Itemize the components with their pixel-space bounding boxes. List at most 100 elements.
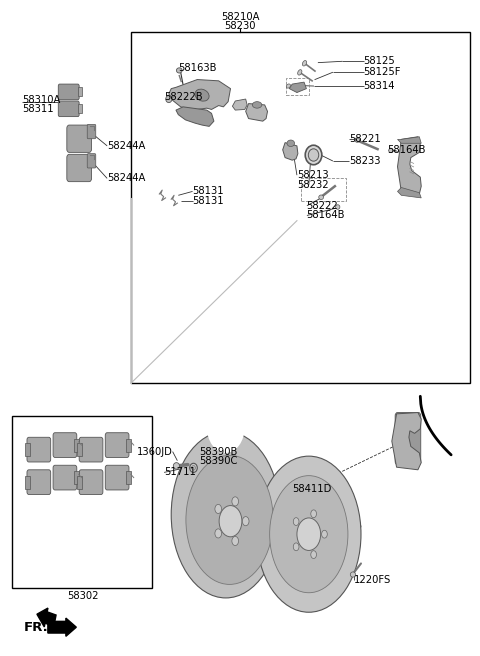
FancyBboxPatch shape (58, 84, 79, 100)
Text: 58213: 58213 (297, 170, 328, 180)
Polygon shape (169, 79, 230, 110)
Text: 58210A: 58210A (221, 12, 259, 22)
Ellipse shape (287, 140, 295, 146)
Ellipse shape (297, 518, 321, 550)
FancyBboxPatch shape (79, 438, 103, 462)
Circle shape (311, 550, 316, 558)
Text: 58411D: 58411D (292, 483, 332, 494)
Ellipse shape (166, 96, 172, 102)
FancyBboxPatch shape (67, 154, 92, 182)
Ellipse shape (192, 466, 195, 470)
FancyBboxPatch shape (395, 413, 421, 464)
Text: 58125F: 58125F (363, 68, 401, 77)
Polygon shape (397, 136, 421, 194)
Polygon shape (397, 188, 421, 198)
FancyBboxPatch shape (87, 125, 96, 138)
Bar (126, 471, 131, 484)
Ellipse shape (270, 476, 348, 593)
Text: 1220FS: 1220FS (354, 575, 391, 585)
Ellipse shape (302, 60, 307, 66)
Circle shape (215, 504, 222, 514)
Ellipse shape (350, 572, 356, 577)
Text: 58244A: 58244A (107, 173, 145, 184)
Text: 58222: 58222 (306, 201, 338, 211)
Text: 58314: 58314 (363, 81, 395, 91)
Bar (74, 471, 79, 484)
Circle shape (293, 518, 299, 525)
Ellipse shape (308, 149, 319, 161)
Ellipse shape (257, 456, 361, 612)
Ellipse shape (389, 148, 393, 153)
Polygon shape (232, 99, 247, 110)
Circle shape (232, 497, 239, 506)
Polygon shape (176, 107, 214, 127)
Bar (74, 439, 79, 451)
FancyBboxPatch shape (58, 101, 79, 117)
Text: 58230: 58230 (224, 20, 256, 31)
Text: 58222B: 58222B (164, 92, 203, 102)
Text: 58310A: 58310A (22, 95, 60, 106)
Ellipse shape (190, 463, 197, 472)
Ellipse shape (252, 102, 262, 108)
FancyBboxPatch shape (87, 154, 96, 168)
FancyArrow shape (37, 608, 56, 627)
Ellipse shape (355, 138, 360, 142)
Bar (78, 104, 83, 113)
Text: 51711: 51711 (164, 467, 196, 478)
Ellipse shape (257, 517, 361, 536)
Bar (131, 32, 470, 383)
Bar (25, 443, 30, 456)
Text: 58302: 58302 (67, 591, 98, 601)
FancyBboxPatch shape (67, 125, 92, 152)
Polygon shape (392, 413, 421, 470)
Circle shape (311, 510, 316, 518)
Bar (77, 476, 82, 489)
Bar (78, 87, 83, 96)
FancyBboxPatch shape (27, 438, 51, 462)
Text: 58233: 58233 (349, 156, 381, 166)
Text: 58125: 58125 (363, 56, 395, 66)
Text: 58244A: 58244A (107, 141, 145, 151)
FancyBboxPatch shape (53, 433, 77, 457)
Polygon shape (246, 104, 267, 121)
FancyBboxPatch shape (105, 433, 129, 457)
Ellipse shape (298, 70, 302, 75)
Ellipse shape (336, 205, 340, 209)
Bar (25, 476, 30, 489)
Circle shape (293, 543, 299, 550)
Bar (126, 439, 131, 451)
Ellipse shape (177, 68, 182, 73)
Ellipse shape (195, 89, 209, 101)
Bar (12, 416, 152, 588)
Polygon shape (397, 136, 421, 143)
Ellipse shape (319, 195, 324, 199)
Wedge shape (207, 427, 245, 453)
Text: 58131: 58131 (192, 196, 224, 206)
Text: 58232: 58232 (297, 180, 328, 190)
FancyBboxPatch shape (105, 465, 129, 490)
Text: 58390B: 58390B (200, 447, 238, 457)
Text: FR.: FR. (24, 621, 49, 634)
Ellipse shape (305, 145, 322, 165)
Ellipse shape (173, 462, 180, 469)
Bar (301, 178, 346, 201)
Text: 58311: 58311 (22, 104, 53, 114)
Ellipse shape (287, 84, 290, 88)
Circle shape (232, 537, 239, 546)
Circle shape (242, 517, 249, 525)
Polygon shape (289, 82, 306, 92)
Bar (77, 443, 82, 456)
FancyBboxPatch shape (53, 465, 77, 490)
Text: 58164B: 58164B (387, 146, 426, 155)
Text: 58390C: 58390C (200, 457, 238, 466)
FancyBboxPatch shape (79, 470, 103, 495)
Text: 58164B: 58164B (306, 211, 345, 220)
Ellipse shape (171, 432, 280, 598)
FancyBboxPatch shape (27, 470, 51, 495)
FancyArrow shape (48, 618, 76, 636)
Text: 58163B: 58163B (179, 63, 217, 73)
Text: 58221: 58221 (349, 134, 381, 144)
Polygon shape (283, 142, 298, 160)
Bar (287, 78, 309, 95)
Ellipse shape (219, 506, 242, 537)
